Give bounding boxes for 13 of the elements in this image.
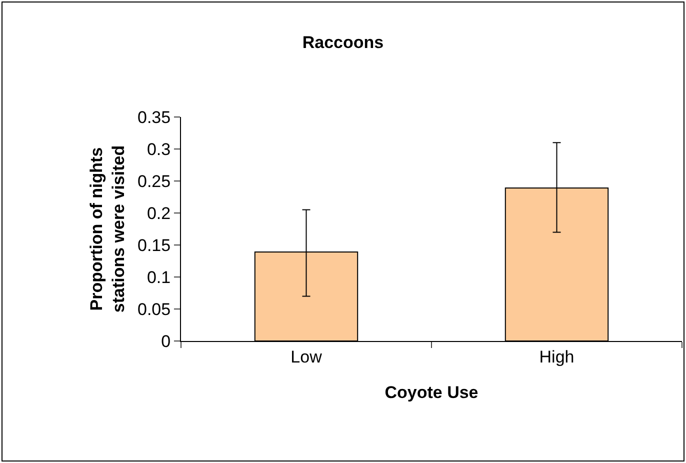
y-tick-label: 0.1: [146, 268, 171, 287]
y-tick-label: 0: [161, 332, 171, 351]
x-tick-label: High: [539, 347, 574, 366]
y-tick-label: 0.3: [146, 140, 171, 159]
y-tick-label: 0.15: [138, 236, 171, 255]
y-tick-label: 0.05: [138, 300, 171, 319]
y-tick-label: 0.2: [146, 204, 171, 223]
x-tick-label: Low: [290, 347, 323, 366]
y-tick-label: 0.35: [138, 108, 171, 127]
y-axis-title: Proportion of nights stations were visited: [86, 145, 128, 313]
y-tick-label: 0.25: [138, 172, 171, 191]
chart-title: Raccoons: [302, 32, 384, 52]
x-axis-title: Coyote Use: [384, 382, 478, 402]
